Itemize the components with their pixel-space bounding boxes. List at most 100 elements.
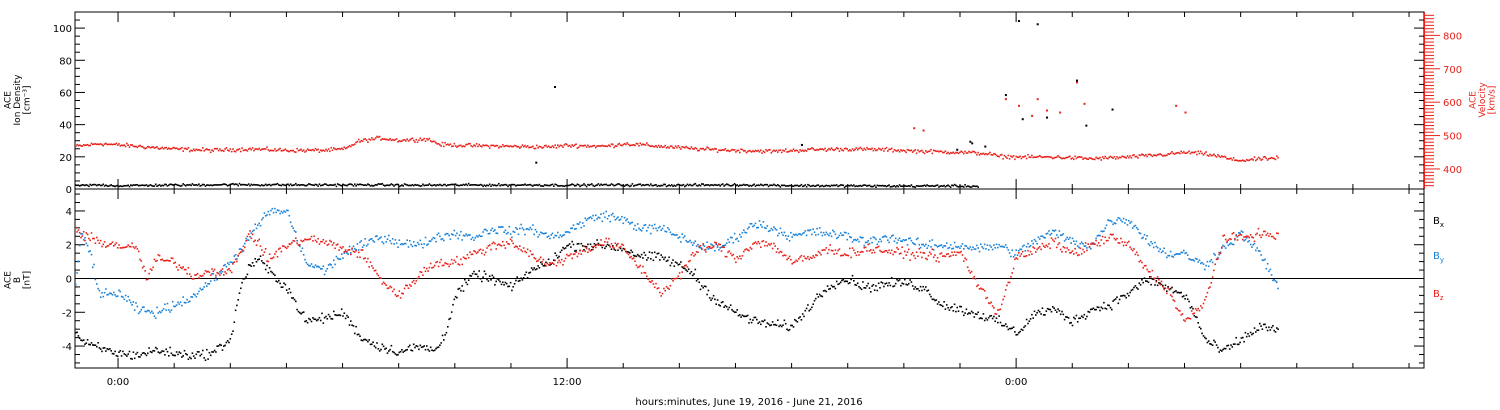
density-point <box>279 184 281 187</box>
by-point <box>386 238 389 240</box>
velocity-point <box>1209 153 1211 156</box>
velocity-point <box>484 144 487 147</box>
density-point <box>131 184 133 187</box>
density-point <box>123 184 126 187</box>
bx-point <box>363 338 365 341</box>
by-point <box>309 265 311 267</box>
velocity-point <box>517 145 520 148</box>
bx-point <box>1001 324 1003 327</box>
velocity-point <box>871 147 873 150</box>
bz-point <box>1070 251 1072 254</box>
density-point <box>403 183 406 185</box>
velocity-point <box>1230 157 1232 160</box>
velocity-point <box>405 140 407 142</box>
bz-point <box>246 235 249 238</box>
bz-point <box>194 274 196 276</box>
bz-point <box>761 240 763 243</box>
bz-point <box>346 250 348 253</box>
velocity-point <box>557 144 559 146</box>
velocity-point <box>1124 156 1126 159</box>
velocity-point <box>1107 157 1109 160</box>
bz-point <box>940 252 943 254</box>
density-point <box>787 185 790 187</box>
bz-point <box>385 284 387 286</box>
bx-point <box>938 301 940 303</box>
velocity-point <box>1274 158 1277 161</box>
bx-point <box>233 321 236 323</box>
velocity-point <box>640 144 643 146</box>
bx-point <box>390 344 393 347</box>
bx-point <box>760 323 762 326</box>
bz-point <box>435 261 437 264</box>
velocity-point <box>1070 158 1072 160</box>
density-point <box>651 184 653 187</box>
velocity-point <box>410 138 412 140</box>
density-point <box>725 183 728 185</box>
velocity-point <box>390 139 393 142</box>
bx-point <box>202 349 204 352</box>
density-point <box>185 185 187 187</box>
bz-point <box>414 282 416 285</box>
by-point <box>686 241 689 243</box>
bz-point <box>120 247 123 249</box>
by-point <box>567 231 570 233</box>
bz-point <box>615 245 618 247</box>
by-point <box>1204 268 1206 271</box>
velocity-point <box>606 145 609 148</box>
density-point <box>140 184 143 187</box>
bx-point <box>416 345 419 348</box>
bz-point <box>266 260 268 262</box>
density-point <box>977 186 979 188</box>
bz-point <box>546 262 549 265</box>
by-point <box>308 264 310 267</box>
density-point <box>555 184 558 186</box>
velocity-point <box>766 150 769 152</box>
by-point <box>685 239 687 242</box>
by-point <box>465 233 467 235</box>
velocity-point <box>1046 155 1049 158</box>
bz-point <box>754 241 757 243</box>
by-point <box>1264 258 1266 261</box>
bx-point <box>1025 318 1028 321</box>
by-point <box>173 305 175 308</box>
velocity-point <box>778 149 780 152</box>
bz-point <box>293 240 296 242</box>
bz-point <box>1054 237 1057 240</box>
bz-point <box>780 251 783 253</box>
bz-point <box>445 262 448 265</box>
bx-point <box>469 274 471 277</box>
velocity-point <box>824 147 826 150</box>
by-point <box>344 250 347 253</box>
bz-point <box>771 247 774 250</box>
by-point <box>105 288 107 290</box>
bz-point <box>458 264 461 266</box>
bx-point <box>558 255 560 258</box>
by-point <box>318 266 321 268</box>
density-point <box>609 184 611 186</box>
velocity-point <box>808 148 810 151</box>
bz-point <box>650 281 652 283</box>
velocity-point <box>1242 159 1244 161</box>
by-point <box>943 245 945 247</box>
bz-point <box>917 255 919 257</box>
bx-point <box>585 245 588 248</box>
bz-point <box>987 302 990 304</box>
density-point <box>538 183 541 186</box>
density-point <box>171 184 174 186</box>
density-point <box>760 183 762 186</box>
velocity-point <box>461 145 463 148</box>
bx-point <box>821 295 824 298</box>
by-point <box>1036 242 1038 245</box>
bz-point <box>213 268 216 271</box>
velocity-point <box>579 144 581 147</box>
bx-point <box>240 287 242 290</box>
bx-point <box>397 353 399 356</box>
velocity-point <box>357 138 360 141</box>
velocity-point <box>652 145 655 148</box>
by-point <box>872 236 875 238</box>
density-point <box>194 184 196 186</box>
bz-point <box>867 243 869 246</box>
by-point <box>893 240 896 242</box>
density-point <box>415 184 418 186</box>
by-point <box>263 212 266 214</box>
